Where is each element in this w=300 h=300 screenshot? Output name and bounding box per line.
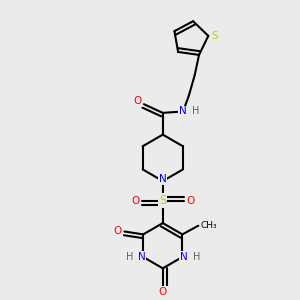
Text: N: N — [178, 106, 186, 116]
Text: O: O — [186, 196, 194, 206]
Text: H: H — [192, 106, 199, 116]
Text: S: S — [159, 194, 166, 207]
Text: O: O — [134, 96, 142, 106]
Text: H: H — [193, 252, 200, 262]
Text: N: N — [180, 252, 188, 262]
Text: O: O — [131, 196, 140, 206]
Text: O: O — [114, 226, 122, 236]
Text: H: H — [126, 252, 133, 262]
Text: N: N — [159, 174, 167, 184]
Text: CH₃: CH₃ — [201, 221, 217, 230]
Text: S: S — [212, 31, 218, 41]
Text: N: N — [138, 252, 146, 262]
Text: O: O — [159, 287, 167, 297]
